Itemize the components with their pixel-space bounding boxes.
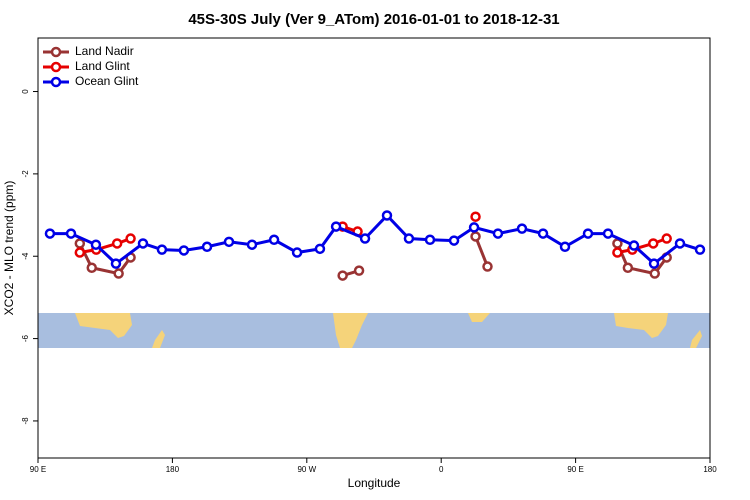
point	[648, 258, 660, 269]
legend-label: Land Nadir	[75, 44, 134, 58]
point	[90, 239, 102, 250]
point	[125, 233, 136, 244]
y-tick-label: -8	[21, 417, 30, 425]
point	[314, 243, 326, 255]
point	[648, 238, 659, 249]
point	[694, 244, 706, 255]
point	[223, 236, 235, 248]
x-tick-label: 180	[703, 465, 717, 474]
point	[137, 238, 149, 249]
point	[582, 228, 594, 239]
legend-label: Land Glint	[75, 59, 130, 73]
y-tick-label: -4	[21, 252, 30, 260]
point	[482, 261, 493, 272]
point	[65, 228, 77, 239]
point	[468, 222, 480, 233]
y-tick-label: 0	[21, 89, 30, 94]
point	[110, 258, 122, 269]
legend-marker	[50, 61, 62, 73]
point	[353, 265, 365, 276]
point	[44, 228, 56, 239]
x-tick-label: 90 E	[30, 465, 46, 474]
point	[559, 241, 571, 253]
point	[516, 223, 528, 234]
point	[537, 228, 549, 239]
point	[268, 234, 280, 246]
y-tick-label: -2	[21, 170, 30, 178]
point	[201, 241, 213, 253]
point	[470, 231, 481, 242]
chart-title: 45S-30S July (Ver 9_ATom) 2016-01-01 to …	[188, 11, 559, 28]
point	[74, 247, 86, 258]
point	[246, 239, 258, 250]
point	[674, 238, 686, 249]
point	[661, 233, 672, 244]
legend-marker	[50, 46, 62, 58]
point	[330, 221, 342, 232]
x-tick-label: 180	[166, 465, 180, 474]
point	[113, 268, 124, 279]
point	[111, 238, 123, 249]
series-line	[49, 213, 701, 266]
point	[602, 228, 614, 239]
point	[178, 245, 190, 256]
point	[359, 233, 371, 244]
point	[86, 262, 98, 274]
point	[403, 233, 415, 244]
y-axis-label: XCO2 - MLO trend (ppm)	[2, 181, 16, 316]
x-axis-label: Longitude	[348, 476, 401, 490]
point	[74, 238, 86, 249]
point	[381, 210, 393, 221]
point	[448, 235, 460, 246]
series-line	[78, 235, 668, 278]
map-strip	[38, 313, 710, 348]
x-tick-label: 90 W	[297, 465, 316, 474]
point	[612, 247, 623, 258]
point	[424, 234, 436, 246]
plot-frame	[37, 37, 711, 459]
point	[622, 262, 634, 274]
point	[470, 211, 481, 222]
point	[492, 228, 504, 239]
legend-label: Ocean Glint	[75, 74, 139, 88]
legend-marker	[50, 76, 62, 88]
point	[628, 240, 640, 251]
y-tick-label: -6	[21, 334, 30, 342]
point	[291, 247, 303, 258]
point	[156, 244, 168, 255]
point	[337, 270, 348, 281]
x-tick-label: 0	[439, 465, 444, 474]
point	[649, 268, 660, 279]
x-tick-label: 90 E	[567, 465, 583, 474]
